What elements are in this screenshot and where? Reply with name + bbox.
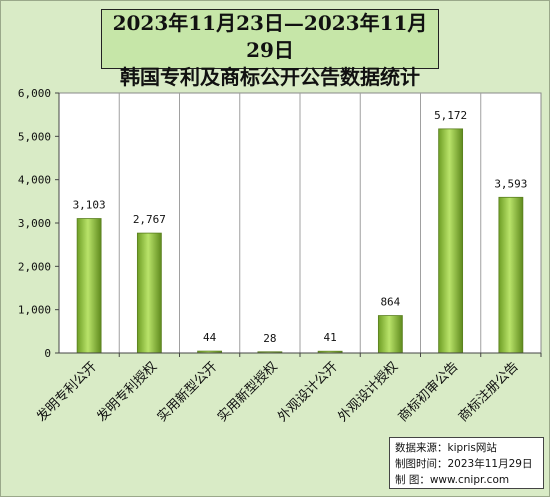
bar-value-label: 2,767 (133, 213, 166, 226)
bar (76, 218, 102, 354)
bar-value-label: 864 (380, 296, 400, 309)
x-category-label: 商标初审公告 (396, 359, 462, 425)
bar-value-label: 41 (324, 331, 337, 344)
y-tick-label: 1,000 (18, 304, 51, 317)
x-category-label: 外观设计授权 (335, 359, 401, 425)
y-tick-label: 3,000 (18, 217, 51, 230)
bar-value-label: 3,593 (494, 177, 527, 190)
x-category-label: 商标注册公告 (456, 359, 522, 425)
y-tick-label: 2,000 (18, 260, 51, 273)
x-category-label: 发明专利公开 (33, 359, 99, 425)
bar-value-label: 5,172 (434, 109, 467, 122)
chart-title-line2: 韩国专利及商标公开公告数据统计 (120, 65, 420, 89)
source-line-author: 制 图：www.cnipr.com (395, 474, 510, 486)
chart-title-line1: 2023年11月23日—2023年11月29日 (112, 11, 428, 62)
x-category-label: 实用新型公开 (154, 359, 220, 425)
bar (498, 196, 524, 354)
source-note: 数据来源：kipris网站 制图时间：2023年11月29日 制 图：www.c… (389, 437, 544, 489)
source-line-data: 数据来源：kipris网站 (395, 442, 497, 454)
y-tick-label: 6,000 (18, 87, 51, 100)
x-category-label: 实用新型授权 (214, 359, 280, 425)
source-line-date: 制图时间：2023年11月29日 (395, 458, 533, 470)
bar (377, 315, 403, 354)
bar-value-label: 44 (203, 331, 217, 344)
bar-value-label: 3,103 (73, 199, 106, 212)
bar (438, 128, 464, 354)
bar-value-label: 28 (263, 332, 276, 345)
bar (136, 232, 162, 354)
x-category-label: 发明专利授权 (94, 359, 160, 425)
y-tick-label: 4,000 (18, 174, 51, 187)
y-tick-label: 0 (44, 347, 51, 360)
chart-title-box: 2023年11月23日—2023年11月29日 韩国专利及商标公开公告数据统计 (101, 9, 439, 89)
x-category-label: 外观设计公开 (275, 359, 341, 425)
y-tick-label: 5,000 (18, 130, 51, 143)
